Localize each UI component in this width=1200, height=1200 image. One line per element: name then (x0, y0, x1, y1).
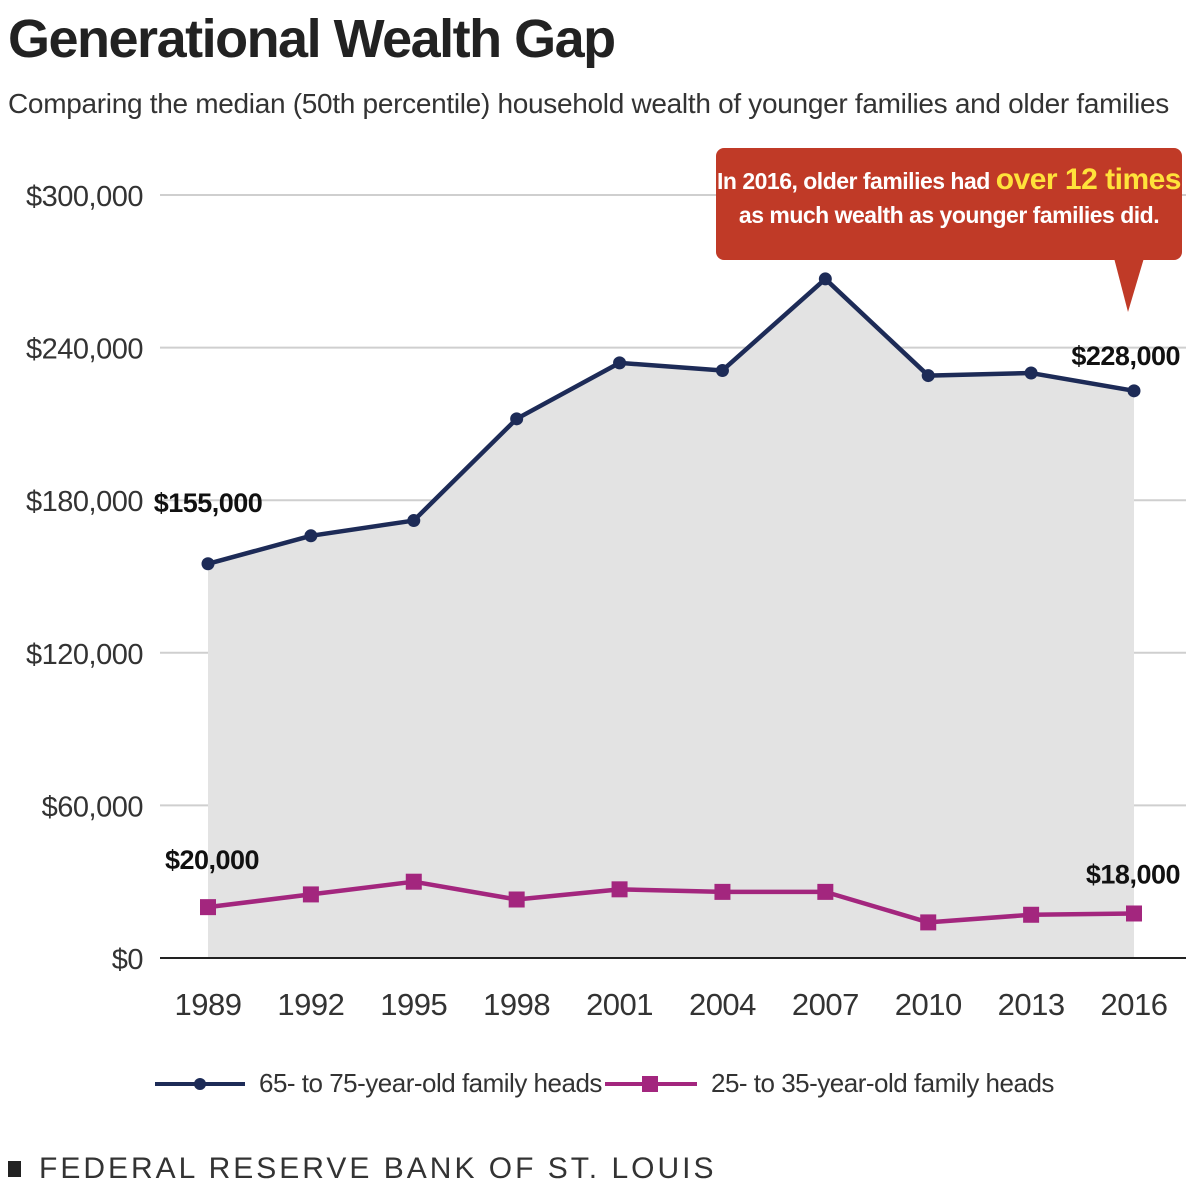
chart-subtitle: Comparing the median (50th percentile) h… (8, 88, 1169, 119)
data-label-first-younger: $20,000 (165, 845, 259, 875)
data-label-last-older: $228,000 (1071, 341, 1180, 371)
data-point (510, 412, 524, 426)
data-point (201, 557, 215, 571)
data-point (714, 883, 731, 900)
data-point (920, 914, 937, 931)
y-tick-label: $240,000 (26, 334, 143, 366)
x-tick-label: 2010 (895, 987, 962, 1022)
source-square-icon (8, 1161, 21, 1177)
x-tick-label: 2004 (689, 987, 756, 1022)
x-tick-label: 2007 (792, 987, 859, 1022)
data-point (302, 886, 319, 903)
series-group (200, 272, 1142, 931)
y-tick-label: $180,000 (26, 486, 143, 518)
y-tick-label: $0 (112, 944, 143, 976)
data-point (613, 356, 627, 370)
y-tick-label: $120,000 (26, 639, 143, 671)
data-point (921, 369, 935, 383)
series-line-0 (207, 276, 1135, 566)
callout-suffix: as much wealth as younger families did. (738, 202, 1160, 228)
chart-title: Generational Wealth Gap (8, 9, 616, 69)
legend-line-circle-icon (155, 1077, 245, 1090)
y-axis-ticks: $0 $60,000 $120,000 $180,000 $240,000 $300,00… (26, 181, 143, 976)
data-point (1127, 384, 1141, 398)
x-tick-label: 1995 (380, 987, 447, 1022)
callout-prefix: In 2016, older families had (716, 168, 990, 194)
older-families-area (208, 278, 1134, 958)
data-point (818, 272, 832, 286)
source-credit: FEDERAL RESERVE BANK OF ST. LOUIS (8, 1152, 717, 1186)
data-point (611, 881, 628, 898)
callout-highlight: over 12 times (995, 163, 1182, 196)
series-line-1 (207, 879, 1135, 925)
annotation-callout: In 2016, older families had over 12 time… (716, 148, 1182, 260)
data-label-last-younger: $18,000 (1086, 859, 1180, 889)
data-label-first-older: $155,000 (154, 488, 263, 518)
data-labels: $155,000 $228,000 $20,000 $18,000 (154, 341, 1181, 890)
data-point (1023, 906, 1040, 923)
data-point (1024, 366, 1038, 380)
data-point (508, 891, 525, 908)
data-point (304, 529, 318, 543)
y-tick-label: $60,000 (42, 791, 143, 823)
x-axis-ticks: 1989 1992 1995 1998 2001 2004 2007 2010 2013 2016 (175, 987, 1168, 1022)
legend-line-square-icon (605, 1075, 697, 1092)
x-tick-label: 1992 (277, 987, 344, 1022)
legend-item-older: 65- to 75-year-old family heads (155, 1068, 602, 1099)
legend-label-older: 65- to 75-year-old family heads (259, 1068, 602, 1098)
y-tick-label: $300,000 (26, 181, 143, 213)
x-tick-label: 2016 (1101, 987, 1168, 1022)
data-point (715, 363, 729, 377)
data-point (200, 899, 216, 916)
source-text: FEDERAL RESERVE BANK OF ST. LOUIS (39, 1152, 717, 1185)
data-point (817, 883, 834, 900)
x-tick-label: 2001 (586, 987, 653, 1022)
data-point (405, 873, 422, 890)
legend-label-younger: 25- to 35-year-old family heads (711, 1068, 1054, 1098)
x-tick-label: 1998 (483, 987, 550, 1022)
data-point (407, 514, 421, 528)
x-tick-label: 2013 (998, 987, 1065, 1022)
callout-pointer (1114, 258, 1144, 312)
legend-item-younger: 25- to 35-year-old family heads (605, 1068, 1054, 1099)
x-tick-label: 1989 (175, 987, 242, 1022)
data-point (1126, 905, 1142, 922)
